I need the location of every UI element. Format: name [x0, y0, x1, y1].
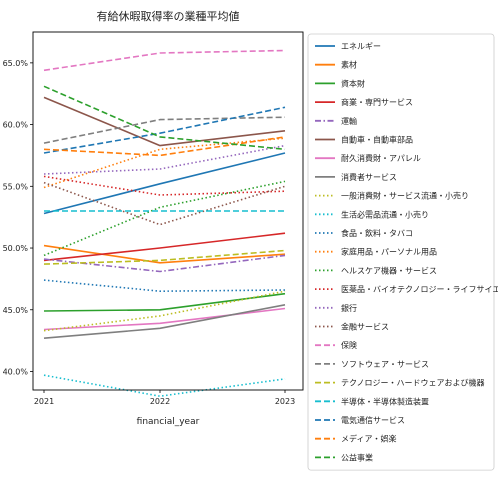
series-line-21	[43, 106, 286, 154]
x-tick-label: 2022	[150, 397, 170, 406]
series-line-18	[43, 116, 286, 144]
series-line-14	[43, 175, 286, 196]
y-tick-label: 60.0%	[3, 121, 29, 130]
legend-label-19: テクノロジー・ハードウェアおよび機器	[341, 378, 485, 388]
legend-label-6: 自動車・自動車部品	[341, 135, 413, 145]
series-line-3	[43, 292, 286, 312]
series-line-17	[43, 49, 286, 72]
legend-label-4: 商業・専門サービス	[341, 97, 413, 107]
legend-label-2: 素材	[341, 60, 357, 70]
legend-box	[307, 33, 495, 471]
series-line-6	[43, 96, 286, 147]
legend-label-23: 公益事業	[341, 452, 373, 462]
legend-label-8: 消費者サービス	[341, 172, 397, 182]
series-line-9	[43, 290, 286, 332]
legend-label-15: 銀行	[341, 303, 357, 313]
legend-label-5: 運輸	[341, 116, 357, 126]
legend-label-14: 医薬品・バイオテクノロジー・ライフサイエンス	[341, 284, 498, 294]
legend-label-13: ヘルスケア機器・サービス	[341, 265, 437, 275]
legend-label-22: メディア・娯楽	[341, 434, 396, 444]
series-line-10	[43, 374, 286, 398]
legend-label-11: 食品・飲料・タバコ	[341, 228, 413, 238]
legend-label-17: 保険	[341, 340, 357, 350]
x-tick-label: 2021	[34, 397, 54, 406]
chart-title: 有給休暇取得率の業種平均値	[97, 9, 240, 23]
y-axis: 40.0% 45.0% 50.0% 55.0% 60.0% 65.0%	[3, 59, 33, 376]
legend-label-1: エネルギー	[341, 42, 381, 51]
legend-label-3: 資本財	[341, 78, 365, 88]
series-line-1	[43, 152, 286, 215]
legend-label-12: 家庭用品・パーソナル用品	[341, 247, 437, 257]
legend-label-7: 耐久消費財・アパレル	[341, 153, 421, 163]
plot-area	[43, 49, 286, 398]
legend-label-9: 一般消費財・サービス流通・小売り	[341, 191, 469, 201]
series-line-4	[43, 232, 286, 262]
y-tick-label: 50.0%	[3, 244, 29, 253]
x-axis: 2021 2022 2023	[34, 390, 295, 406]
x-tick-label: 2023	[275, 397, 295, 406]
legend-label-20: 半導体・半導体製造装置	[341, 396, 429, 406]
legend-label-18: ソフトウェア・サービス	[341, 360, 429, 369]
series-line-2	[43, 244, 286, 264]
series-line-22	[43, 136, 286, 157]
legend: エネルギー素材資本財商業・専門サービス運輸自動車・自動車部品耐久消費財・アパレル…	[307, 33, 498, 471]
series-line-19	[43, 249, 286, 265]
y-tick-label: 45.0%	[3, 306, 29, 315]
y-tick-label: 55.0%	[3, 182, 29, 191]
series-line-11	[43, 279, 286, 293]
y-tick-label: 40.0%	[3, 367, 29, 376]
series-line-15	[43, 144, 286, 175]
legend-label-10: 生活必需品流通・小売り	[341, 209, 429, 219]
y-tick-label: 65.0%	[3, 59, 29, 68]
series-line-23	[43, 85, 286, 151]
legend-label-16: 金融サービス	[341, 322, 389, 332]
series-line-13	[43, 180, 286, 257]
legend-label-21: 電気通信サービス	[341, 415, 405, 425]
series-line-16	[43, 181, 286, 226]
series-line-8	[43, 304, 286, 339]
x-axis-label: financial_year	[137, 417, 200, 427]
plot-frame	[32, 31, 304, 391]
series-line-12	[43, 137, 286, 189]
